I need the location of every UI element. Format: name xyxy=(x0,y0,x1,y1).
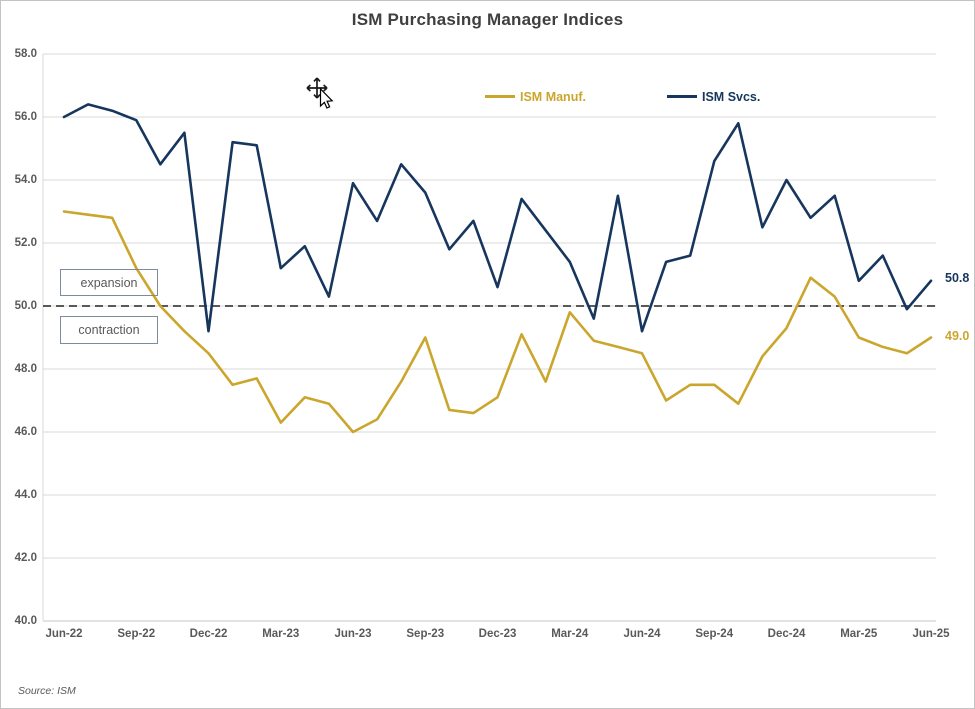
x-axis-label: Jun-25 xyxy=(912,628,950,640)
x-axis-label: Sep-23 xyxy=(406,628,445,640)
y-axis-label: 52.0 xyxy=(14,237,37,249)
x-axis-label: Mar-24 xyxy=(551,628,589,640)
y-axis-label: 54.0 xyxy=(14,174,37,186)
y-axis-label: 48.0 xyxy=(14,363,37,375)
series-line-ism-svcs[interactable] xyxy=(62,103,933,333)
x-axis-label: Dec-24 xyxy=(767,628,806,640)
x-axis-label: Dec-23 xyxy=(478,628,517,640)
chart-title: ISM Purchasing Manager Indices xyxy=(351,10,624,29)
move-cursor-icon xyxy=(306,77,334,109)
manuf-end-value-label: 49.0 xyxy=(945,329,970,343)
y-axis-label: 56.0 xyxy=(14,111,37,123)
x-axis-label: Mar-23 xyxy=(262,628,300,640)
x-axis-label: Jun-22 xyxy=(45,628,83,640)
x-axis-label: Sep-24 xyxy=(695,628,734,640)
y-axis-label: 42.0 xyxy=(14,552,37,564)
x-axis-label: Jun-23 xyxy=(334,628,372,640)
x-axis-label: Mar-25 xyxy=(840,628,878,640)
legend-item-svcs[interactable]: ISM Svcs. xyxy=(667,89,760,104)
legend-label-manuf: ISM Manuf. xyxy=(520,89,586,104)
y-axis-label: 46.0 xyxy=(14,426,37,438)
y-axis-label: 50.0 xyxy=(14,300,37,312)
x-axis-label: Jun-24 xyxy=(623,628,661,640)
y-axis-label: 40.0 xyxy=(14,615,37,627)
x-axis-label: Dec-22 xyxy=(189,628,228,640)
x-axis-label: Sep-22 xyxy=(117,628,156,640)
contraction-annotation-box[interactable]: contraction xyxy=(60,316,158,344)
y-axis-label: 58.0 xyxy=(14,48,37,60)
y-axis-label: 44.0 xyxy=(14,489,37,501)
series-line-ism-manuf[interactable] xyxy=(62,210,933,434)
legend-swatch-manuf-line xyxy=(485,94,515,99)
source-note: Source: ISM xyxy=(18,685,76,697)
svcs-end-value-label: 50.8 xyxy=(945,271,970,285)
expansion-annotation-box[interactable]: expansion xyxy=(60,269,158,296)
legend-item-manuf[interactable]: ISM Manuf. xyxy=(485,89,586,104)
legend-label-svcs: ISM Svcs. xyxy=(702,89,761,104)
legend-swatch-svcs-line xyxy=(667,94,697,99)
